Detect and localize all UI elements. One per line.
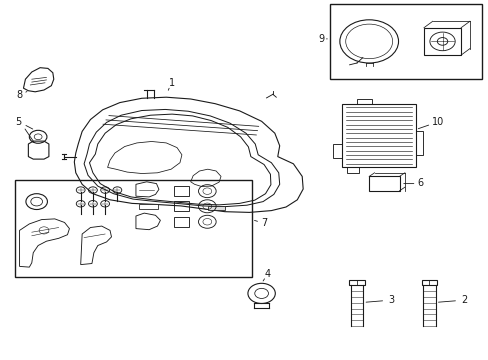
Bar (207, 206, 224, 210)
Bar (342, 104, 415, 167)
Bar (173, 217, 189, 227)
Bar (346, 167, 359, 173)
Bar (348, 280, 364, 285)
Text: 9: 9 (318, 34, 324, 44)
Text: 1: 1 (169, 78, 175, 88)
Text: 5: 5 (16, 117, 21, 127)
Bar (421, 280, 436, 285)
Bar (329, 4, 481, 79)
Text: 4: 4 (264, 269, 270, 279)
Bar (356, 99, 371, 104)
Bar (332, 144, 342, 158)
Text: 7: 7 (261, 218, 266, 228)
Bar (415, 131, 422, 155)
Bar (15, 180, 251, 277)
Text: 10: 10 (430, 117, 443, 127)
Bar (173, 186, 189, 196)
Bar (368, 176, 399, 191)
Text: 2: 2 (461, 294, 467, 305)
Bar (173, 201, 189, 211)
Text: 8: 8 (17, 90, 22, 100)
Bar (423, 28, 460, 55)
Text: 3: 3 (387, 294, 393, 305)
Bar (139, 204, 158, 209)
Text: 6: 6 (417, 177, 423, 188)
